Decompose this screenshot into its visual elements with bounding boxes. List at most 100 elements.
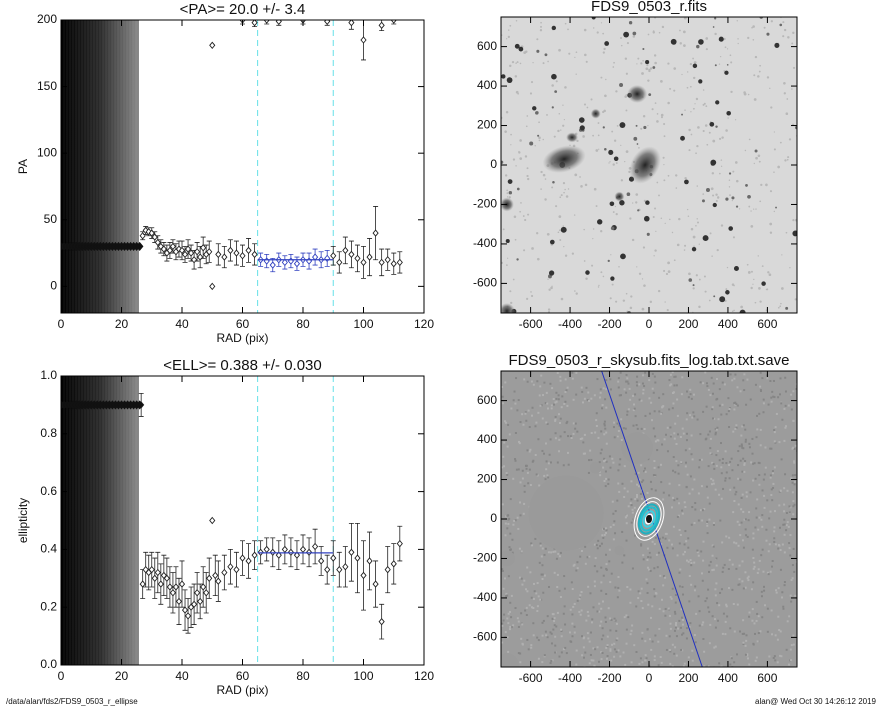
noise: [685, 461, 688, 464]
noise: [502, 619, 505, 622]
noise: [771, 390, 774, 393]
noise: [788, 138, 792, 141]
noise: [692, 235, 696, 239]
noise: [696, 185, 699, 187]
noise: [789, 534, 792, 537]
noise: [642, 59, 644, 62]
noise: [743, 91, 746, 94]
data-point: [263, 545, 270, 554]
noise: [504, 631, 507, 634]
x-tick-label: -400: [558, 671, 582, 685]
noise: [653, 255, 655, 257]
noise: [735, 490, 738, 493]
noise: [663, 164, 665, 166]
noise: [698, 278, 701, 281]
noise: [530, 81, 534, 84]
noise: [543, 574, 546, 577]
noise: [662, 156, 665, 159]
noise: [527, 177, 530, 181]
noise: [580, 635, 583, 638]
noise: [747, 519, 750, 522]
noise: [511, 61, 515, 64]
noise: [667, 270, 671, 273]
noise: [544, 178, 547, 180]
noise: [680, 616, 683, 619]
noise: [755, 516, 758, 519]
data-point: [372, 229, 379, 237]
noise: [532, 634, 535, 637]
noise: [761, 514, 764, 517]
noise: [696, 551, 699, 554]
noise: [505, 595, 508, 598]
noise: [754, 383, 757, 386]
noise: [702, 193, 705, 195]
noise: [695, 225, 697, 227]
noise: [687, 215, 690, 217]
noise: [563, 402, 566, 405]
noise: [523, 378, 526, 381]
noise: [560, 629, 563, 632]
noise: [553, 617, 556, 620]
noise: [752, 25, 755, 28]
noise: [720, 159, 723, 161]
noise: [763, 26, 766, 29]
noise: [715, 193, 718, 196]
noise: [727, 117, 729, 119]
noise: [598, 461, 601, 464]
data-point: [287, 257, 294, 265]
noise: [518, 151, 521, 154]
noise: [723, 383, 726, 386]
star: [698, 79, 703, 84]
y-tick-label: 200: [37, 12, 57, 26]
noise: [744, 460, 747, 463]
noise: [720, 472, 723, 475]
noise: [743, 463, 746, 466]
noise: [523, 490, 526, 493]
noise: [794, 594, 797, 597]
data-point: [206, 248, 213, 256]
noise: [673, 259, 676, 262]
data-point: [324, 20, 331, 26]
noise: [501, 503, 504, 506]
noise: [777, 165, 780, 169]
noise: [750, 270, 753, 273]
noise: [661, 406, 664, 409]
noise: [543, 654, 546, 657]
noise: [501, 466, 504, 469]
noise: [570, 437, 573, 440]
noise: [741, 446, 744, 449]
noise: [567, 28, 569, 31]
noise: [766, 630, 769, 633]
noise: [770, 488, 773, 491]
noise: [783, 584, 786, 587]
noise: [631, 567, 634, 570]
noise: [621, 530, 624, 533]
noise: [590, 98, 593, 101]
noise: [781, 287, 784, 290]
noise: [612, 163, 615, 166]
noise: [531, 544, 534, 547]
data-point: [372, 580, 379, 588]
image-area: [501, 17, 797, 313]
noise: [671, 496, 674, 499]
noise: [703, 102, 706, 105]
noise: [663, 122, 666, 126]
noise: [791, 564, 794, 567]
noise: [583, 260, 586, 262]
noise: [525, 613, 528, 616]
noise: [684, 244, 687, 247]
noise: [719, 172, 721, 175]
noise: [554, 651, 557, 654]
noise: [550, 551, 553, 554]
noise: [609, 378, 612, 381]
noise: [711, 172, 715, 175]
noise: [625, 292, 628, 295]
noise: [769, 87, 771, 90]
noise: [564, 646, 567, 649]
noise: [766, 499, 769, 502]
data-point: [330, 252, 337, 260]
noise: [671, 231, 674, 234]
noise: [643, 199, 647, 203]
noise: [681, 509, 684, 512]
noise: [646, 591, 649, 594]
